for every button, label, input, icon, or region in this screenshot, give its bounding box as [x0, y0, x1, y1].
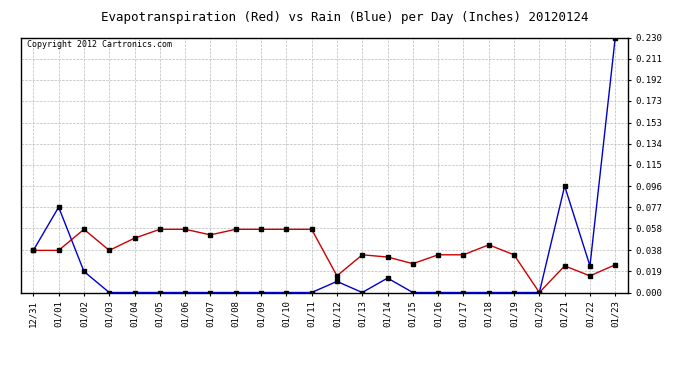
- Text: Evapotranspiration (Red) vs Rain (Blue) per Day (Inches) 20120124: Evapotranspiration (Red) vs Rain (Blue) …: [101, 11, 589, 24]
- Text: Copyright 2012 Cartronics.com: Copyright 2012 Cartronics.com: [27, 40, 172, 49]
